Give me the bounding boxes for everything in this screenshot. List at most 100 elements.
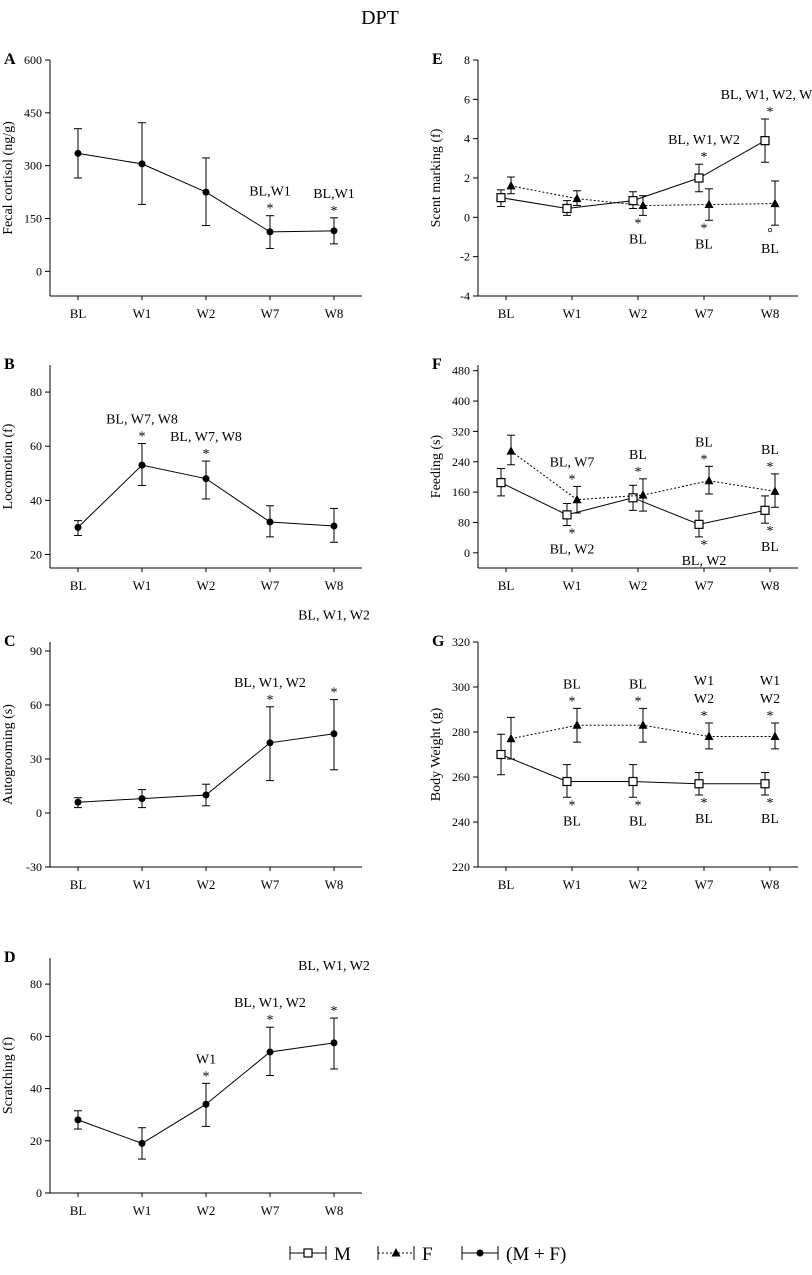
- x-tick-label: W2: [197, 578, 216, 593]
- x-tick-label: W8: [325, 1203, 344, 1218]
- y-axis-label: Autogrooming (s): [1, 704, 16, 805]
- significance-label: BL,W1: [249, 185, 291, 200]
- significance-label: BL, W1, W2: [234, 996, 306, 1011]
- y-tick-label: 20: [30, 1134, 42, 1148]
- data-point-circle: [330, 227, 338, 235]
- figure-title: DPT: [361, 7, 399, 29]
- data-point-triangle: [704, 199, 714, 209]
- data-point-triangle: [572, 720, 582, 729]
- legend-item: (M + F): [461, 1244, 566, 1265]
- data-point-square: [496, 749, 506, 760]
- panel-d: D 0 20 40 60 80 Scratching (f) BL W1 W2 W7 W8 * W1 * BL…: [1, 949, 370, 1218]
- significance-label: BL, W1, W2, W7: [721, 88, 812, 103]
- significance-mark: *: [767, 460, 774, 475]
- significance-label: BL: [695, 812, 713, 827]
- legend-label: F: [422, 1244, 433, 1265]
- legend-label: (M + F): [506, 1244, 566, 1265]
- panel-letter: G: [432, 633, 445, 650]
- data-point-circle: [138, 160, 146, 168]
- y-tick-label: 8: [464, 53, 470, 67]
- series-f: [506, 176, 780, 226]
- x-tick-label: W7: [695, 578, 714, 593]
- significance-mark: *: [701, 796, 708, 811]
- data-point-square: [562, 776, 572, 787]
- significance-mark: *: [635, 798, 642, 813]
- x-tick-label: W7: [261, 877, 280, 892]
- significance-mark: °: [767, 226, 773, 241]
- x-tick-label: W1: [563, 877, 582, 892]
- x-tick-label: W1: [133, 1203, 152, 1218]
- data-point-circle: [74, 1116, 82, 1124]
- x-tick-label: BL: [70, 877, 87, 892]
- x-tick-label: BL: [498, 306, 515, 321]
- significance-mark: *: [767, 524, 774, 539]
- data-point-square: [496, 478, 506, 488]
- significance-mark: *: [701, 709, 708, 724]
- data-point-circle: [138, 795, 146, 803]
- significance-mark: *: [635, 465, 642, 480]
- significance-label: BL: [563, 814, 581, 829]
- y-tick-label: 320: [452, 635, 470, 649]
- significance-label: BL,W1: [313, 187, 355, 202]
- significance-label: BL: [629, 232, 647, 247]
- y-tick-label: 400: [452, 394, 470, 408]
- data-point-triangle: [638, 720, 648, 729]
- significance-label: BL: [761, 812, 779, 827]
- data-point-square: [562, 510, 572, 520]
- y-tick-label: 6: [464, 92, 470, 106]
- data-point-square: [694, 519, 704, 529]
- data-point-triangle: [770, 198, 780, 208]
- x-tick-label: W1: [563, 578, 582, 593]
- significance-label: BL, W7, W8: [106, 412, 178, 427]
- significance-mark: *: [635, 694, 642, 709]
- significance-label: BL, W7, W8: [170, 430, 242, 445]
- data-point-triangle: [506, 446, 516, 455]
- x-tick-label: W8: [325, 306, 344, 321]
- significance-mark: *: [267, 202, 274, 217]
- data-point-circle: [330, 522, 338, 530]
- data-point-circle: [266, 518, 274, 526]
- x-tick-label: W1: [133, 877, 152, 892]
- legend-label: M: [334, 1244, 351, 1265]
- y-tick-label: 220: [452, 860, 470, 874]
- significance-label: W1: [760, 674, 780, 689]
- y-tick-label: 20: [30, 547, 42, 561]
- data-point-triangle: [572, 494, 582, 504]
- data-point-triangle: [638, 490, 648, 499]
- x-tick-label: W2: [629, 306, 648, 321]
- data-point-circle: [74, 149, 82, 157]
- y-tick-label: 300: [24, 159, 42, 173]
- significance-mark: *: [767, 709, 774, 724]
- y-tick-label: 480: [452, 364, 470, 378]
- significance-label: BL: [695, 237, 713, 252]
- x-tick-label: W8: [325, 578, 344, 593]
- y-tick-label: 80: [458, 515, 470, 529]
- y-axis-label: Scent marking (f): [429, 128, 444, 227]
- significance-label: BL: [761, 540, 779, 555]
- data-point-circle: [138, 461, 146, 469]
- significance-mark: *: [767, 796, 774, 811]
- significance-mark: *: [701, 150, 708, 165]
- y-tick-label: 40: [30, 493, 42, 507]
- data-point-circle: [74, 798, 82, 806]
- y-tick-label: 160: [452, 485, 470, 499]
- significance-mark: *: [203, 1069, 210, 1084]
- data-point-square: [694, 173, 704, 183]
- significance-label: BL: [629, 677, 647, 692]
- y-tick-label: 280: [452, 725, 470, 739]
- significance-label: BL: [629, 814, 647, 829]
- significance-label: W1: [694, 674, 714, 689]
- y-tick-label: 260: [452, 770, 470, 784]
- y-axis-label: Scratching (f): [1, 1036, 16, 1114]
- significance-label: W2: [760, 692, 780, 707]
- x-tick-label: W8: [761, 578, 780, 593]
- significance-label: BL: [761, 443, 779, 458]
- y-tick-label: 0: [36, 1186, 42, 1200]
- data-point-square: [628, 196, 638, 206]
- legend-item: M: [289, 1244, 351, 1265]
- y-axis-label: Body Weight (g): [429, 707, 444, 801]
- y-tick-label: 30: [30, 752, 42, 766]
- data-point-circle: [202, 475, 210, 483]
- panel-b: B 20 40 60 80 Locomotion (f) BL W1 W2 W7 W8 * BL, W7…: [1, 356, 362, 593]
